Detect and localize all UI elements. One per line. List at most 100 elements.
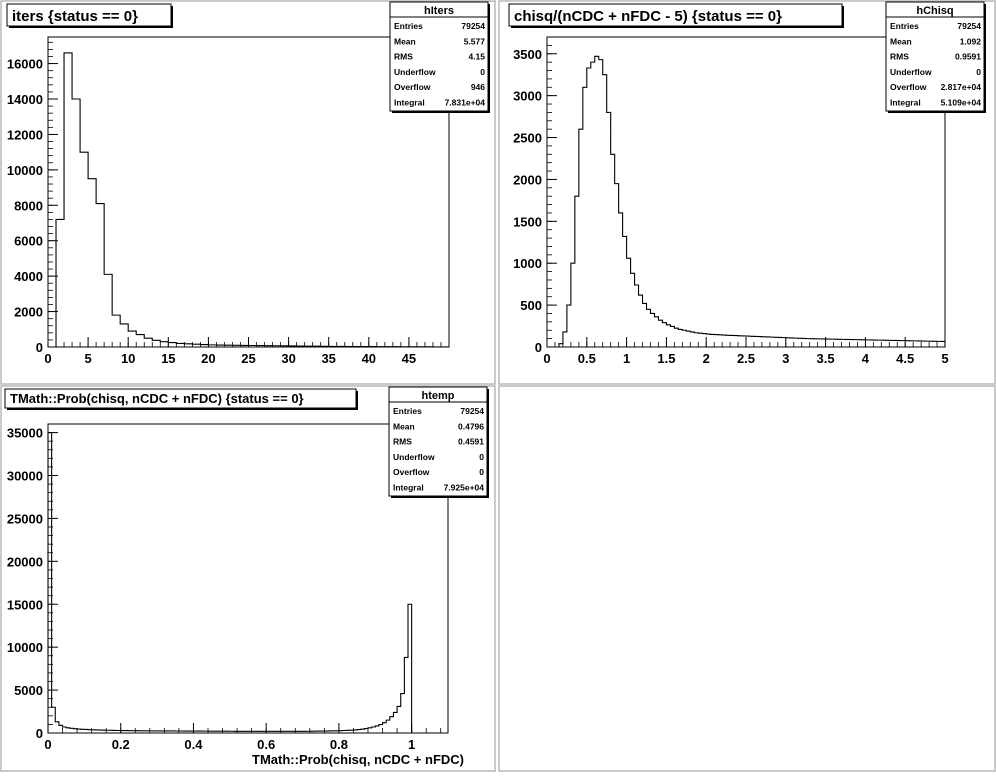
y-tick-label: 8000 bbox=[14, 198, 43, 213]
title-box bbox=[6, 3, 172, 27]
stats-label: RMS bbox=[393, 437, 412, 447]
stats-value: 79254 bbox=[461, 21, 485, 31]
x-tick-label: 0 bbox=[44, 351, 51, 366]
x-tick-label: 5 bbox=[941, 351, 948, 366]
x-tick-label: 10 bbox=[121, 351, 135, 366]
stats-label: Overflow bbox=[394, 82, 431, 92]
stats-label: RMS bbox=[394, 52, 413, 62]
histogram-series bbox=[547, 55, 946, 348]
x-tick-label: 30 bbox=[281, 351, 295, 366]
x-tick-label: 1 bbox=[623, 351, 630, 366]
x-tick-label: 3 bbox=[782, 351, 789, 366]
x-tick-label: 45 bbox=[402, 351, 416, 366]
stats-name: hChisq bbox=[916, 5, 953, 17]
y-tick-label: 25000 bbox=[7, 511, 43, 526]
x-tick-label: 4.5 bbox=[896, 351, 914, 366]
x-tick-label: 0 bbox=[543, 351, 550, 366]
y-tick-label: 0 bbox=[535, 340, 542, 355]
y-tick-label: 0 bbox=[36, 340, 43, 355]
stats-label: Underflow bbox=[890, 67, 932, 77]
x-tick-label: 20 bbox=[201, 351, 215, 366]
stats-label: Underflow bbox=[393, 452, 435, 462]
stats-value: 4.15 bbox=[468, 52, 485, 62]
x-tick-label: 0.8 bbox=[330, 737, 348, 752]
stats-name: hIters bbox=[424, 5, 454, 17]
y-tick-label: 30000 bbox=[7, 469, 43, 484]
stats-label: Integral bbox=[394, 98, 425, 108]
stats-label: Overflow bbox=[890, 82, 927, 92]
stats-value: 0 bbox=[479, 467, 484, 477]
y-tick-label: 500 bbox=[520, 298, 542, 313]
y-tick-label: 16000 bbox=[7, 57, 43, 72]
chart-title: TMath::Prob(chisq, nCDC + nFDC) {status … bbox=[10, 391, 304, 406]
y-tick-label: 3000 bbox=[513, 89, 542, 104]
stats-value: 1.092 bbox=[960, 36, 982, 46]
stats-label: Mean bbox=[890, 36, 912, 46]
x-tick-label: 15 bbox=[161, 351, 175, 366]
y-tick-label: 1000 bbox=[513, 256, 542, 271]
x-tick-label: 35 bbox=[321, 351, 335, 366]
stats-value: 0.9591 bbox=[955, 52, 981, 62]
y-tick-label: 35000 bbox=[7, 426, 43, 441]
stats-box bbox=[885, 1, 985, 112]
y-tick-label: 12000 bbox=[7, 127, 43, 142]
title-box bbox=[4, 388, 357, 409]
x-tick-label: 1.5 bbox=[657, 351, 675, 366]
x-tick-label: 1 bbox=[408, 737, 415, 752]
stats-value: 79254 bbox=[957, 21, 981, 31]
y-tick-label: 2500 bbox=[513, 131, 542, 146]
x-tick-label: 0.4 bbox=[184, 737, 203, 752]
x-tick-label: 25 bbox=[241, 351, 255, 366]
x-tick-label: 3.5 bbox=[817, 351, 835, 366]
chart-panel-1: 0 2000 4000 6000 8000 10000 12000 14000 16000 0 5 1… bbox=[6, 1, 490, 366]
x-tick-label: 0.2 bbox=[112, 737, 130, 752]
chart-panel-2: 0 500 1000 1500 2000 2500 3000 3500 0 0.5 1 1.5 2 2.5… bbox=[508, 1, 986, 366]
stats-value: 7.925e+04 bbox=[444, 483, 485, 493]
stats-label: Overflow bbox=[393, 467, 430, 477]
y-tick-label: 10000 bbox=[7, 640, 43, 655]
y-tick-label: 15000 bbox=[7, 597, 43, 612]
title-box bbox=[508, 3, 843, 27]
y-tick-label: 2000 bbox=[14, 305, 43, 320]
stats-value: 7.831e+04 bbox=[445, 98, 486, 108]
stats-value: 0 bbox=[480, 67, 485, 77]
stats-value: 0.4796 bbox=[458, 421, 484, 431]
y-tick-label: 3500 bbox=[513, 47, 542, 62]
stats-label: Integral bbox=[890, 98, 921, 108]
chart-title: iters {status == 0} bbox=[12, 8, 138, 25]
stats-label: Integral bbox=[393, 483, 424, 493]
chart-title: chisq/(nCDC + nFDC - 5) {status == 0} bbox=[514, 8, 782, 25]
x-tick-label: 0.6 bbox=[257, 737, 275, 752]
x-tick-label: 5 bbox=[84, 351, 91, 366]
stats-label: Underflow bbox=[394, 67, 436, 77]
stats-value: 0 bbox=[976, 67, 981, 77]
stats-label: Entries bbox=[393, 406, 422, 416]
stats-value: 79254 bbox=[460, 406, 484, 416]
y-tick-label: 20000 bbox=[7, 554, 43, 569]
y-tick-label: 10000 bbox=[7, 163, 43, 178]
stats-label: Entries bbox=[890, 21, 919, 31]
chart-panel-3: 0 5000 10000 15000 20000 25000 30000 35000 0 0.2 0… bbox=[4, 386, 489, 767]
stats-value: 5.577 bbox=[464, 36, 486, 46]
stats-value: 946 bbox=[471, 82, 485, 92]
stats-box bbox=[388, 386, 488, 497]
y-tick-label: 6000 bbox=[14, 234, 43, 249]
stats-value: 2.817e+04 bbox=[941, 82, 982, 92]
y-tick-label: 2000 bbox=[513, 172, 542, 187]
x-axis-label: TMath::Prob(chisq, nCDC + nFDC) bbox=[252, 752, 464, 767]
y-tick-label: 0 bbox=[36, 726, 43, 741]
x-tick-label: 0.5 bbox=[578, 351, 596, 366]
pad-frame-4 bbox=[498, 385, 996, 772]
stats-label: RMS bbox=[890, 52, 909, 62]
stats-value: 0.4591 bbox=[458, 437, 484, 447]
y-tick-label: 1500 bbox=[513, 214, 542, 229]
stats-label: Entries bbox=[394, 21, 423, 31]
stats-label: Mean bbox=[394, 36, 416, 46]
y-tick-label: 14000 bbox=[7, 92, 43, 107]
x-tick-label: 2 bbox=[703, 351, 710, 366]
stats-box bbox=[389, 1, 489, 112]
x-tick-label: 40 bbox=[362, 351, 376, 366]
stats-value: 5.109e+04 bbox=[941, 98, 982, 108]
